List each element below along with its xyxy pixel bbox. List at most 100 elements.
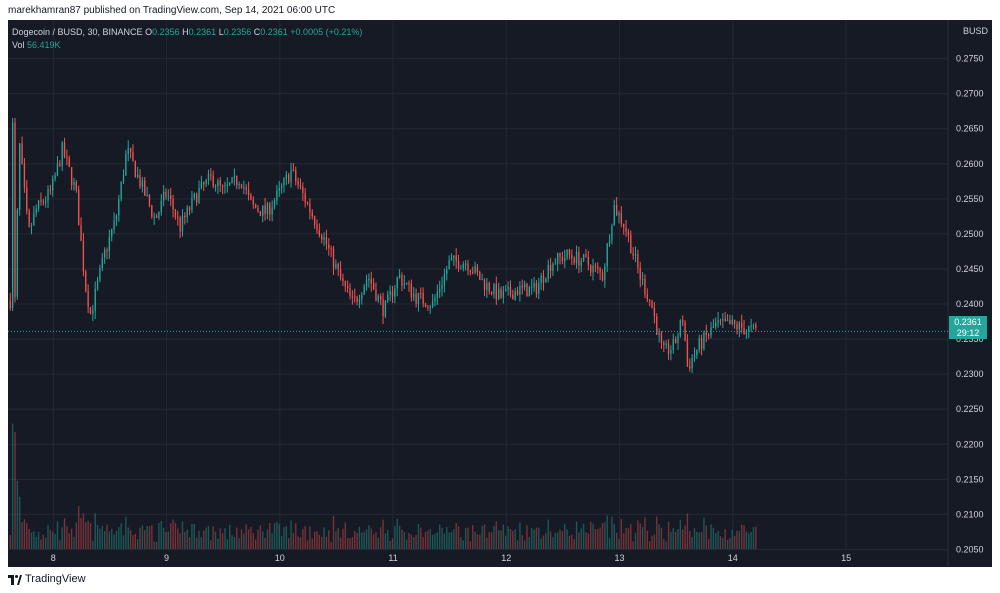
candle-body <box>337 264 339 270</box>
candle-body <box>214 186 217 188</box>
volume-bar <box>469 541 472 549</box>
volume-bar <box>318 534 321 549</box>
volume-bar <box>384 533 387 549</box>
volume-bar <box>233 537 236 549</box>
candle-body <box>172 198 174 210</box>
volume-bar <box>587 533 590 549</box>
candle-body <box>618 213 620 216</box>
y-tick-label: 0.2450 <box>956 264 984 274</box>
volume-bar <box>306 540 309 549</box>
volume-bar <box>479 534 481 549</box>
candle-body <box>323 237 325 240</box>
candle-body <box>578 251 580 266</box>
volume-bar <box>80 517 82 549</box>
candle-body <box>229 183 231 185</box>
candle-body <box>434 297 436 302</box>
volume-bar <box>729 538 731 549</box>
candle-body <box>217 180 219 187</box>
volume-bar <box>337 527 339 549</box>
x-tick-label: 11 <box>388 553 397 563</box>
tradingview-brand[interactable]: TradingView <box>25 573 86 585</box>
candle-body <box>632 253 634 256</box>
candle-body <box>73 181 75 185</box>
volume-bar <box>450 531 453 549</box>
candle-body <box>354 296 356 298</box>
volume-bar <box>644 517 646 549</box>
candle-body <box>493 284 495 295</box>
candle-body <box>710 327 712 336</box>
volume-bar <box>538 527 540 549</box>
volume-bar <box>464 527 467 549</box>
volume-bar <box>354 531 356 549</box>
volume-bar <box>590 521 592 549</box>
volume-bar <box>606 515 608 549</box>
volume-bar <box>144 530 146 549</box>
volume-bar <box>559 529 561 549</box>
price-scale-currency[interactable]: BUSD <box>962 26 988 36</box>
candlestick-chart[interactable]: 0.2750 0.2700 0.2650 0.2600 0.2550 0.2500 0.24… <box>8 20 992 567</box>
volume-bar <box>372 534 375 549</box>
volume-bar <box>174 522 177 549</box>
legend-symbol[interactable]: Dogecoin / BUSD, 30, BINANCE <box>12 27 143 37</box>
candle-body <box>221 185 224 187</box>
volume-bar <box>417 523 420 549</box>
candle-body <box>23 163 26 188</box>
volume-bar <box>665 541 667 549</box>
candle-body <box>177 216 179 218</box>
candle-body <box>59 163 61 166</box>
volume-bar <box>356 532 358 549</box>
y-tick-label: 0.2200 <box>956 439 984 449</box>
volume-bar <box>243 533 245 549</box>
legend-volume-label[interactable]: Vol <box>12 40 25 50</box>
volume-bar <box>120 523 122 549</box>
candle-body <box>700 338 703 349</box>
volume-bar <box>630 524 632 549</box>
candle-body <box>509 286 512 295</box>
candle-body <box>644 278 646 295</box>
volume-bar <box>160 521 162 549</box>
y-tick-label: 0.2300 <box>956 369 984 379</box>
legend-close-label: C <box>253 27 261 37</box>
candle-body <box>387 294 389 301</box>
candle-body <box>648 299 651 301</box>
candle-body <box>92 310 94 314</box>
chart-panel[interactable]: Dogecoin / BUSD, 30, BINANCE O0.2356 H0.… <box>8 20 992 567</box>
volume-bar <box>745 531 748 549</box>
legend-volume-value: 56.419K <box>27 40 61 50</box>
x-tick-label: 8 <box>51 553 56 563</box>
volume-bar <box>226 539 229 549</box>
volume-bar <box>634 532 637 549</box>
candle-body <box>167 195 170 197</box>
candle-body <box>488 282 490 292</box>
volume-bar <box>677 529 679 549</box>
candle-body <box>561 256 564 262</box>
candle-body <box>521 285 523 288</box>
candle-body <box>469 270 472 273</box>
candle-body <box>398 275 401 278</box>
candle-body <box>56 163 59 176</box>
candle-body <box>181 215 184 232</box>
x-tick-label: 15 <box>841 553 851 563</box>
volume-bar <box>122 535 125 549</box>
volume-bar <box>561 531 564 549</box>
candle-body <box>689 366 691 369</box>
candle-body <box>325 237 328 245</box>
candle-body <box>292 169 295 171</box>
volume-bar <box>37 532 40 549</box>
volume-bar <box>127 527 129 549</box>
candle-body <box>653 307 656 317</box>
volume-bar <box>738 530 741 549</box>
candle-body <box>502 291 505 298</box>
candle-body <box>615 205 618 216</box>
candle-body <box>108 237 111 252</box>
volume-bar <box>179 533 181 549</box>
candle-body <box>250 194 252 200</box>
candle-body <box>698 338 700 350</box>
candle-body <box>125 153 127 176</box>
volume-bar <box>236 527 238 549</box>
volume-bar <box>679 519 682 549</box>
candle-body <box>210 174 212 176</box>
candle-body <box>443 273 446 285</box>
candle-body <box>460 268 462 270</box>
volume-bar <box>323 527 325 549</box>
